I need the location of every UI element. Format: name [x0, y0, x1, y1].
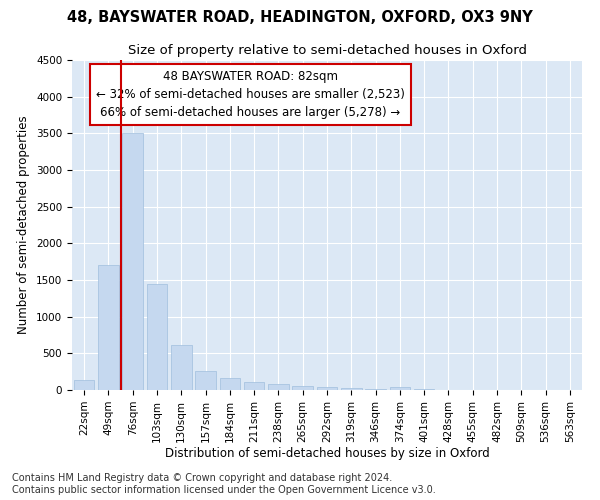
Text: Contains HM Land Registry data © Crown copyright and database right 2024.
Contai: Contains HM Land Registry data © Crown c…	[12, 474, 436, 495]
Text: 48 BAYSWATER ROAD: 82sqm
← 32% of semi-detached houses are smaller (2,523)
66% o: 48 BAYSWATER ROAD: 82sqm ← 32% of semi-d…	[96, 70, 405, 119]
Bar	[195, 371, 216, 390]
Bar	[146, 284, 167, 390]
Bar	[268, 384, 289, 390]
Y-axis label: Number of semi-detached properties: Number of semi-detached properties	[17, 116, 31, 334]
Bar	[389, 387, 410, 390]
Bar	[220, 378, 240, 390]
Text: 48, BAYSWATER ROAD, HEADINGTON, OXFORD, OX3 9NY: 48, BAYSWATER ROAD, HEADINGTON, OXFORD, …	[67, 10, 533, 25]
Bar	[244, 382, 265, 390]
Bar	[98, 266, 119, 390]
Bar	[171, 344, 191, 390]
Bar	[341, 388, 362, 390]
Bar	[292, 386, 313, 390]
Title: Size of property relative to semi-detached houses in Oxford: Size of property relative to semi-detach…	[128, 44, 527, 58]
X-axis label: Distribution of semi-detached houses by size in Oxford: Distribution of semi-detached houses by …	[164, 448, 490, 460]
Bar	[74, 380, 94, 390]
Bar	[122, 134, 143, 390]
Bar	[365, 388, 386, 390]
Bar	[317, 388, 337, 390]
